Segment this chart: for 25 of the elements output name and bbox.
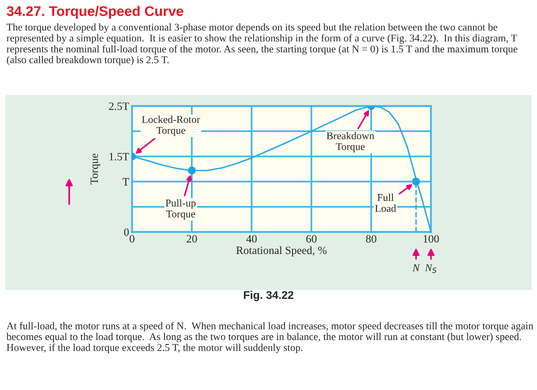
x-tick-label: 40 <box>246 235 257 243</box>
annotation: Locked-Rotor Torque <box>142 116 200 136</box>
text: N <box>412 264 420 272</box>
y-tick-label: T <box>122 178 130 186</box>
y-tick-label: 1.5T <box>110 152 130 160</box>
x-tick-label: 80 <box>366 235 376 243</box>
y-tick-label: 2.5T <box>109 102 130 110</box>
line-series <box>132 106 431 232</box>
point <box>412 178 420 186</box>
x-tick-label: 100 <box>424 235 439 243</box>
annotation: Pull-up Torque <box>166 199 196 220</box>
x-tick-label: 20 <box>186 235 197 243</box>
y-axis-title: Torque <box>90 154 100 184</box>
chart-title: 34.27. Torque/Speed Curve <box>6 6 184 19</box>
annotation: Full Load <box>375 194 396 212</box>
chart-subtitle: The torque developed by a conventional 3-phase motor depends on its speed but the relation between the two cannot be represented by a simple equation. It is easier to show the relationship in the form of a curve (Fig. 34.22). In this diagram, T represents the nominal full-load torque of the motor. As seen, the starting torque (at N = 0) is 1.5 T and the maximum torque (also called breakdown torque) is 2.5 T. <box>6 23 518 66</box>
point <box>188 166 196 174</box>
text: N$_{S}$ <box>424 264 436 273</box>
y-tick-label: 0 <box>124 228 129 236</box>
x-tick-label: 0 <box>130 235 134 243</box>
annotation: Breakdown Torque <box>326 132 374 152</box>
x-tick-label: 60 <box>306 235 317 243</box>
text: At full-load, the motor runs at a speed of N. When mechanical load increases, motor speed decreases till the motor torque again becomes equal to the load torque. As long as the two torques are in balance, the motor will run at constant (but lower) speed. However, if the load torque exceeds 2.5 T, the motor will suddenly stop. <box>6 322 534 354</box>
caption: Fig. 34.22 <box>244 290 294 302</box>
x-axis-title: Rotational Speed, % <box>236 246 327 256</box>
